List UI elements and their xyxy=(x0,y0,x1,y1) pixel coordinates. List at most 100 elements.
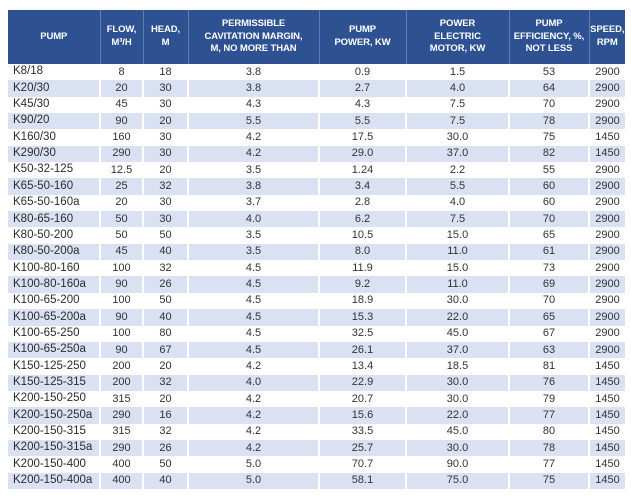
cell-flow: 45 xyxy=(99,243,143,261)
cell-head: 20 xyxy=(142,390,188,408)
cell-efficiency: 76 xyxy=(508,374,589,391)
cell-pump-power: 58.1 xyxy=(318,472,406,489)
cell-cavitation: 4.2 xyxy=(187,439,319,457)
table-header: PUMP FLOW, M³/H HEAD, M PERMISSIBLE CAVITAT… xyxy=(8,10,625,64)
cell-head: 30 xyxy=(142,80,188,97)
cell-motor-power: 30.0 xyxy=(405,292,509,310)
header-row: PUMP FLOW, M³/H HEAD, M PERMISSIBLE CAVITAT… xyxy=(8,10,625,64)
cell-speed: 2900 xyxy=(588,276,625,293)
cell-efficiency: 63 xyxy=(508,341,589,359)
cell-motor-power: 5.5 xyxy=(405,178,509,195)
cell-pump-power: 33.5 xyxy=(318,423,406,440)
cell-speed: 2900 xyxy=(588,194,625,212)
cell-head: 80 xyxy=(142,325,188,342)
cell-pump: K200-150-400a xyxy=(13,474,93,487)
cell-head: 50 xyxy=(142,456,188,473)
cell-motor-power: 45.0 xyxy=(405,325,509,342)
cell-pump: K200-150-315a xyxy=(13,441,93,454)
cell-efficiency: 78 xyxy=(508,439,589,457)
cell-efficiency: 60 xyxy=(508,178,589,195)
cell-head: 20 xyxy=(142,358,188,375)
cell-speed: 1450 xyxy=(588,390,625,408)
cell-cavitation: 4.2 xyxy=(187,390,319,408)
cell-speed: 2900 xyxy=(588,80,625,97)
cell-pump: K65-50-160 xyxy=(13,179,74,192)
cell-pump-power: 18.9 xyxy=(318,292,406,310)
cell-pump-power: 9.2 xyxy=(318,276,406,293)
cell-head: 32 xyxy=(142,423,188,440)
cell-pump: K80-50-200 xyxy=(13,228,74,241)
cell-cavitation: 5.5 xyxy=(187,113,319,130)
cell-pump-power: 32.5 xyxy=(318,325,406,342)
cell-pump: K45/30 xyxy=(13,98,50,111)
cell-pump: K100-65-250 xyxy=(13,326,80,339)
cell-pump-power: 20.7 xyxy=(318,390,406,408)
cell-cavitation: 3.5 xyxy=(187,243,319,261)
cell-head: 26 xyxy=(142,439,188,457)
cell-motor-power: 11.0 xyxy=(405,276,509,293)
cell-cavitation: 3.8 xyxy=(187,178,319,195)
cell-pump-power: 6.2 xyxy=(318,211,406,228)
cell-head: 32 xyxy=(142,178,188,195)
cell-efficiency: 77 xyxy=(508,407,589,424)
cell-efficiency: 65 xyxy=(508,309,589,326)
cell-speed: 2900 xyxy=(588,309,625,326)
cell-motor-power: 45.0 xyxy=(405,423,509,440)
column-header-speed: SPEED, RPM xyxy=(588,10,625,64)
cell-efficiency: 55 xyxy=(508,162,589,179)
cell-pump-power: 22.9 xyxy=(318,374,406,391)
cell-pump-power: 4.3 xyxy=(318,96,406,114)
cell-flow: 160 xyxy=(99,129,143,146)
table-row: K290/30 290 30 4.2 29.0 37.0 82 1450 xyxy=(8,145,625,163)
cell-pump: K100-65-200a xyxy=(13,310,86,323)
cell-head: 30 xyxy=(142,211,188,228)
cell-speed: 2900 xyxy=(588,243,625,261)
cell-motor-power: 30.0 xyxy=(405,129,509,146)
cell-flow: 50 xyxy=(99,211,143,228)
cell-pump: K150-125-250 xyxy=(13,359,86,372)
cell-head: 32 xyxy=(142,260,188,277)
cell-flow: 90 xyxy=(99,309,143,326)
cell-head: 30 xyxy=(142,194,188,212)
cell-motor-power: 30.0 xyxy=(405,374,509,391)
cell-motor-power: 7.5 xyxy=(405,96,509,114)
table-row: K200-150-315a 290 26 4.2 25.7 30.0 78 1450 xyxy=(8,439,625,457)
table-row: K100-80-160a 90 26 4.5 9.2 11.0 69 2900 xyxy=(8,276,625,293)
cell-speed: 1450 xyxy=(588,374,625,391)
cell-flow: 100 xyxy=(99,325,143,342)
cell-head: 20 xyxy=(142,113,188,130)
cell-cavitation: 4.2 xyxy=(187,407,319,424)
cell-cavitation: 4.5 xyxy=(187,292,319,310)
cell-cavitation: 4.0 xyxy=(187,211,319,228)
cell-speed: 1450 xyxy=(588,423,625,440)
table-row: K150-125-250 200 20 4.2 13.4 18.5 81 1450 xyxy=(8,358,625,375)
cell-cavitation: 3.5 xyxy=(187,162,319,179)
pump-specs-table: PUMP FLOW, M³/H HEAD, M PERMISSIBLE CAVITAT… xyxy=(8,10,625,489)
cell-head: 50 xyxy=(142,292,188,310)
cell-speed: 1450 xyxy=(588,439,625,457)
cell-speed: 1450 xyxy=(588,407,625,424)
cell-flow: 20 xyxy=(99,80,143,97)
cell-flow: 90 xyxy=(99,341,143,359)
column-header-flow: FLOW, M³/H xyxy=(99,10,143,64)
cell-cavitation: 3.8 xyxy=(187,80,319,97)
cell-speed: 2900 xyxy=(588,341,625,359)
cell-speed: 2900 xyxy=(588,96,625,114)
cell-pump: K160/30 xyxy=(13,130,56,143)
cell-efficiency: 69 xyxy=(508,276,589,293)
cell-motor-power: 7.5 xyxy=(405,113,509,130)
cell-efficiency: 65 xyxy=(508,227,589,244)
cell-flow: 12.5 xyxy=(99,162,143,179)
cell-cavitation: 4.0 xyxy=(187,374,319,391)
cell-flow: 45 xyxy=(99,96,143,114)
cell-efficiency: 75 xyxy=(508,472,589,489)
cell-efficiency: 73 xyxy=(508,260,589,277)
cell-flow: 20 xyxy=(99,194,143,212)
cell-cavitation: 3.5 xyxy=(187,227,319,244)
cell-head: 50 xyxy=(142,227,188,244)
cell-flow: 315 xyxy=(99,390,143,408)
cell-pump: K100-80-160 xyxy=(13,261,80,274)
table-row: K200-150-400 400 50 5.0 70.7 90.0 77 1450 xyxy=(8,456,625,473)
cell-cavitation: 4.2 xyxy=(187,423,319,440)
cell-head: 67 xyxy=(142,341,188,359)
